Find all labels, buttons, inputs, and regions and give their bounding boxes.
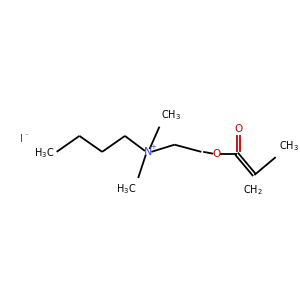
Text: O: O <box>212 149 220 159</box>
Text: O: O <box>234 124 242 134</box>
Text: CH$_3$: CH$_3$ <box>279 140 299 153</box>
Text: ⁻: ⁻ <box>25 133 28 139</box>
Text: CH$_3$: CH$_3$ <box>161 108 181 122</box>
Text: H$_3$C: H$_3$C <box>116 183 136 196</box>
Text: H$_3$C: H$_3$C <box>34 146 54 160</box>
Text: I: I <box>20 134 23 144</box>
Text: CH$_2$: CH$_2$ <box>243 183 262 197</box>
Text: N: N <box>143 147 152 157</box>
Text: +: + <box>150 144 156 150</box>
